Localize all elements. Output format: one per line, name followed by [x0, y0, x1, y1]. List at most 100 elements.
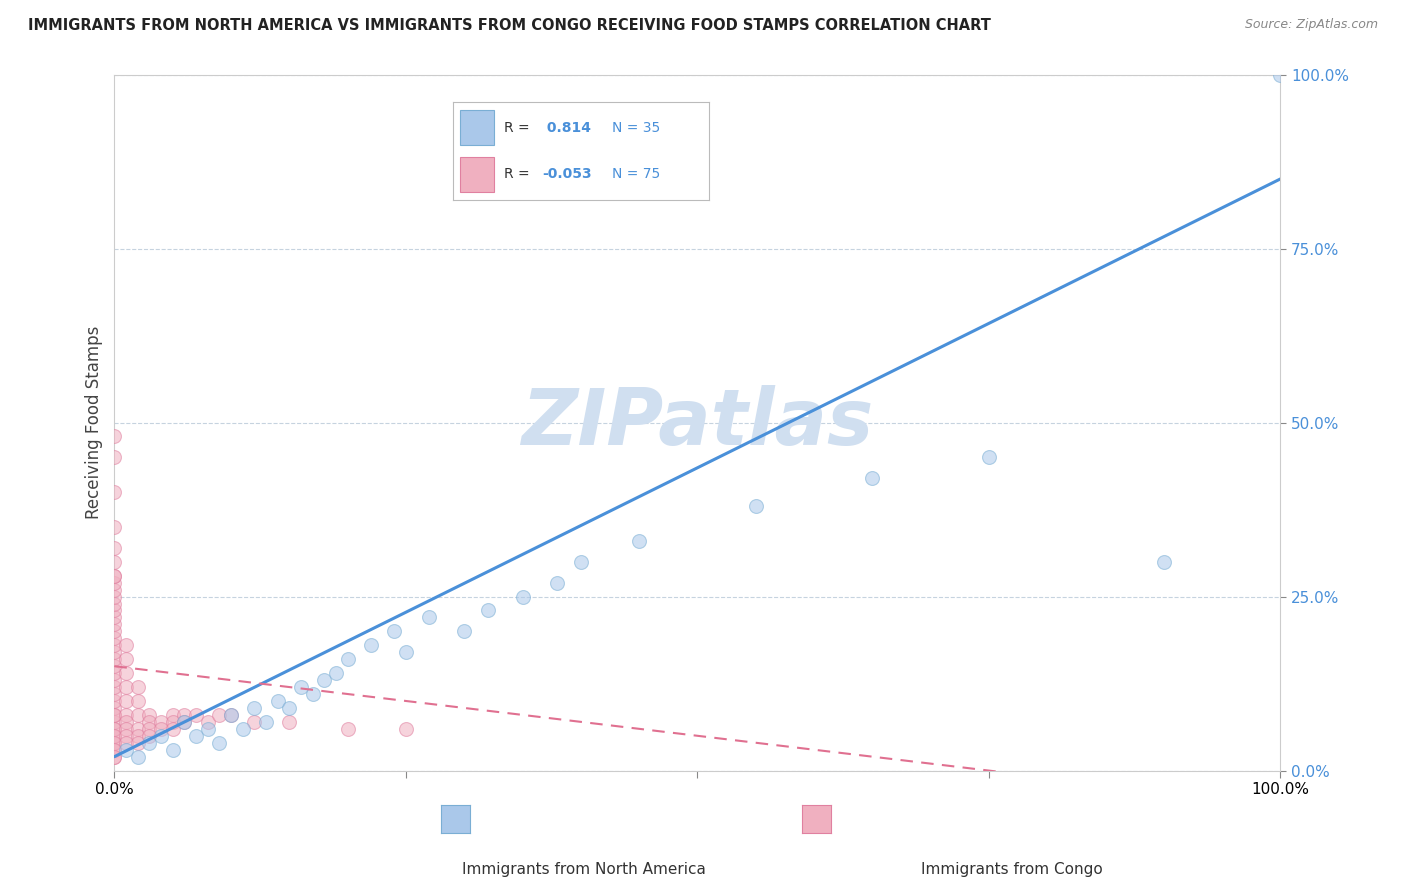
Point [103, 666, 125, 681]
Point [278, 714, 301, 729]
Point [103, 749, 125, 764]
Point [395, 722, 418, 736]
Point [266, 694, 288, 708]
Point [103, 707, 125, 722]
Point [103, 582, 125, 597]
Point [336, 652, 359, 666]
Point [115, 652, 138, 666]
Point [127, 680, 149, 694]
Point [127, 729, 149, 743]
Point [103, 742, 125, 756]
Point [103, 450, 125, 465]
Point [569, 555, 592, 569]
Point [103, 749, 125, 764]
Point [115, 722, 138, 736]
Point [103, 742, 125, 756]
Point [103, 632, 125, 646]
Point [208, 736, 231, 750]
Point [162, 742, 184, 756]
Text: Immigrants from Congo: Immigrants from Congo [921, 863, 1104, 877]
Point [103, 485, 125, 500]
Point [290, 680, 312, 694]
Point [115, 666, 138, 681]
Point [138, 736, 160, 750]
Text: ZIPatlas: ZIPatlas [522, 384, 873, 460]
Point [103, 659, 125, 673]
Point [243, 701, 266, 715]
Point [744, 499, 766, 513]
Point [138, 707, 160, 722]
Point [314, 673, 336, 687]
Point [150, 729, 173, 743]
Point [219, 707, 242, 722]
Point [382, 624, 405, 639]
Point [115, 729, 138, 743]
Point [103, 575, 125, 590]
Y-axis label: Receiving Food Stamps: Receiving Food Stamps [86, 326, 103, 519]
Point [325, 666, 347, 681]
Point [115, 638, 138, 652]
Point [103, 736, 125, 750]
Point [184, 707, 207, 722]
Point [173, 707, 195, 722]
Point [115, 714, 138, 729]
Point [336, 722, 359, 736]
Point [162, 722, 184, 736]
Point [138, 722, 160, 736]
Point [243, 714, 266, 729]
Point [103, 520, 125, 534]
Point [138, 714, 160, 729]
Point [197, 722, 219, 736]
Point [115, 680, 138, 694]
Point [103, 603, 125, 617]
Point [103, 617, 125, 632]
Point [219, 707, 242, 722]
Point [103, 722, 125, 736]
Point [860, 471, 883, 485]
Point [103, 736, 125, 750]
Point [278, 701, 301, 715]
Point [103, 568, 125, 582]
Point [103, 590, 125, 604]
Text: Source: ZipAtlas.com: Source: ZipAtlas.com [1244, 18, 1378, 31]
Point [103, 729, 125, 743]
Point [150, 714, 173, 729]
Point [103, 673, 125, 687]
Point [418, 610, 440, 624]
Point [162, 714, 184, 729]
Point [127, 707, 149, 722]
Point [103, 694, 125, 708]
Point [184, 729, 207, 743]
Point [254, 714, 277, 729]
Point [127, 749, 149, 764]
Point [453, 624, 475, 639]
Point [150, 722, 173, 736]
Point [1153, 555, 1175, 569]
Point [162, 707, 184, 722]
Point [103, 652, 125, 666]
Point [103, 722, 125, 736]
Point [103, 429, 125, 443]
Point [103, 714, 125, 729]
Point [103, 680, 125, 694]
Point [197, 714, 219, 729]
Point [127, 694, 149, 708]
Point [232, 722, 254, 736]
Point [127, 736, 149, 750]
Point [103, 701, 125, 715]
Text: IMMIGRANTS FROM NORTH AMERICA VS IMMIGRANTS FROM CONGO RECEIVING FOOD STAMPS COR: IMMIGRANTS FROM NORTH AMERICA VS IMMIGRA… [28, 18, 991, 33]
Point [1270, 68, 1292, 82]
Point [173, 714, 195, 729]
Point [103, 555, 125, 569]
Point [103, 610, 125, 624]
Point [127, 722, 149, 736]
Point [547, 575, 569, 590]
Point [103, 707, 125, 722]
Point [628, 533, 651, 548]
Point [103, 729, 125, 743]
Point [115, 736, 138, 750]
Point [103, 597, 125, 611]
Point [395, 645, 418, 659]
Point [115, 707, 138, 722]
Point [208, 707, 231, 722]
